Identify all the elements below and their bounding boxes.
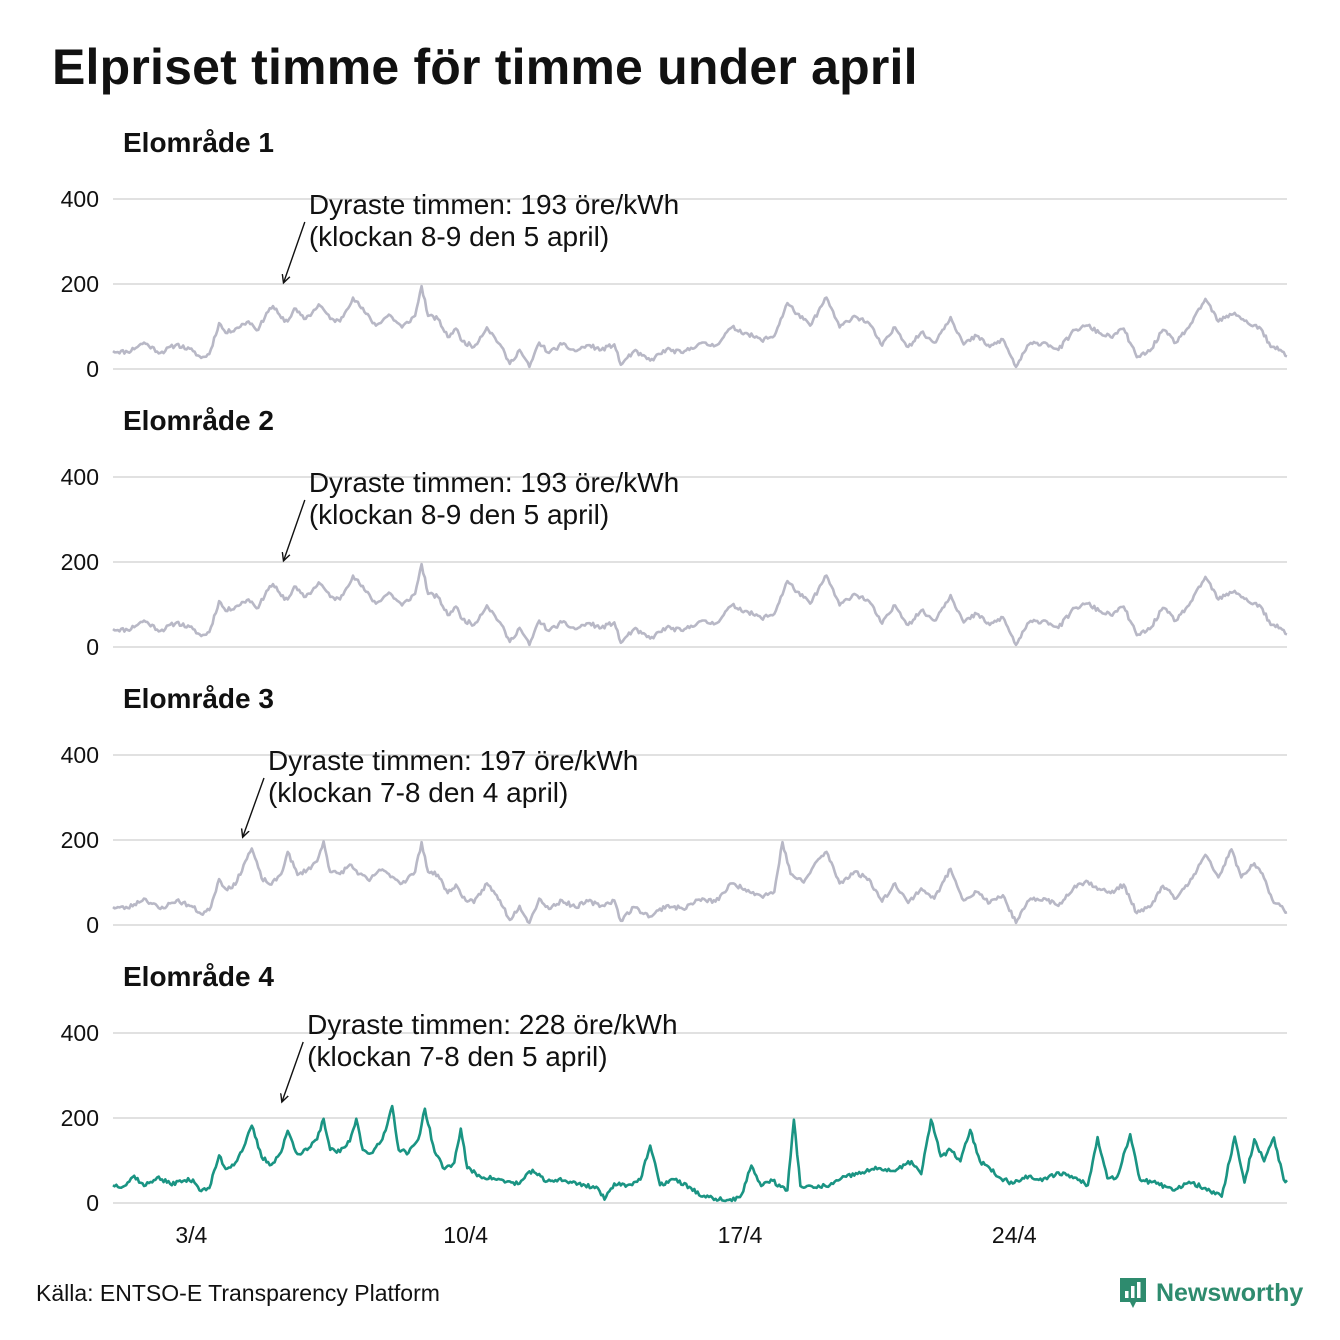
y-tick-label: 200 xyxy=(61,271,99,297)
newsworthy-logo: Newsworthy xyxy=(1118,1276,1303,1310)
chart-panel-2: Elområde 2 0 200 400 Dyraste timmen: 193 öre… xyxy=(61,405,1288,660)
chart-panel-1: Elområde 1 0 200 400 Dyraste timmen: 193 öre… xyxy=(61,127,1288,382)
annotation-line-1: Dyraste timmen: 197 öre/kWh xyxy=(268,745,638,776)
y-tick-label: 0 xyxy=(86,912,99,938)
y-tick-label: 0 xyxy=(86,356,99,382)
panel-title: Elområde 4 xyxy=(123,961,274,992)
x-tick-label: 10/4 xyxy=(443,1222,488,1248)
annotation-arrow xyxy=(282,1041,304,1101)
price-line xyxy=(112,1104,1288,1203)
price-line xyxy=(112,840,1288,925)
panel-title: Elområde 1 xyxy=(123,127,274,158)
y-tick-label: 400 xyxy=(61,1020,99,1046)
annotation-line-2: (klockan 8-9 den 5 april) xyxy=(309,499,609,530)
panel-title: Elområde 3 xyxy=(123,683,274,714)
y-tick-label: 200 xyxy=(61,827,99,853)
newsworthy-icon xyxy=(1120,1278,1146,1308)
y-tick-label: 200 xyxy=(61,549,99,575)
annotation-line-1: Dyraste timmen: 193 öre/kWh xyxy=(309,467,679,498)
annotation-arrow xyxy=(243,777,265,836)
annotation-line-1: Dyraste timmen: 228 öre/kWh xyxy=(307,1009,677,1040)
x-tick-label: 24/4 xyxy=(992,1222,1037,1248)
y-tick-label: 0 xyxy=(86,634,99,660)
chart-panel-3: Elområde 3 0 200 400 Dyraste timmen: 197 öre… xyxy=(61,683,1288,938)
page-title: Elpriset timme för timme under april xyxy=(52,39,918,95)
y-tick-label: 200 xyxy=(61,1105,99,1131)
x-tick-label: 17/4 xyxy=(718,1222,763,1248)
chart-panel-4: Elområde 4 0 200 400 Dyraste timmen: 228 öre… xyxy=(61,961,1288,1248)
y-tick-label: 400 xyxy=(61,464,99,490)
annotation-arrow xyxy=(284,221,306,282)
source-note: Källa: ENTSO-E Transparency Platform xyxy=(36,1280,440,1306)
x-tick-label: 3/4 xyxy=(175,1222,207,1248)
price-line xyxy=(112,284,1288,369)
annotation-arrow xyxy=(284,499,306,560)
brand-name: Newsworthy xyxy=(1156,1278,1304,1307)
y-tick-label: 400 xyxy=(61,186,99,212)
panel-title: Elområde 2 xyxy=(123,405,274,436)
price-line xyxy=(112,562,1288,647)
annotation-line-1: Dyraste timmen: 193 öre/kWh xyxy=(309,189,679,220)
annotation-line-2: (klockan 8-9 den 5 april) xyxy=(309,221,609,252)
y-tick-label: 400 xyxy=(61,742,99,768)
annotation-line-2: (klockan 7-8 den 4 april) xyxy=(268,777,568,808)
annotation-line-2: (klockan 7-8 den 5 april) xyxy=(307,1041,607,1072)
y-tick-label: 0 xyxy=(86,1190,99,1216)
